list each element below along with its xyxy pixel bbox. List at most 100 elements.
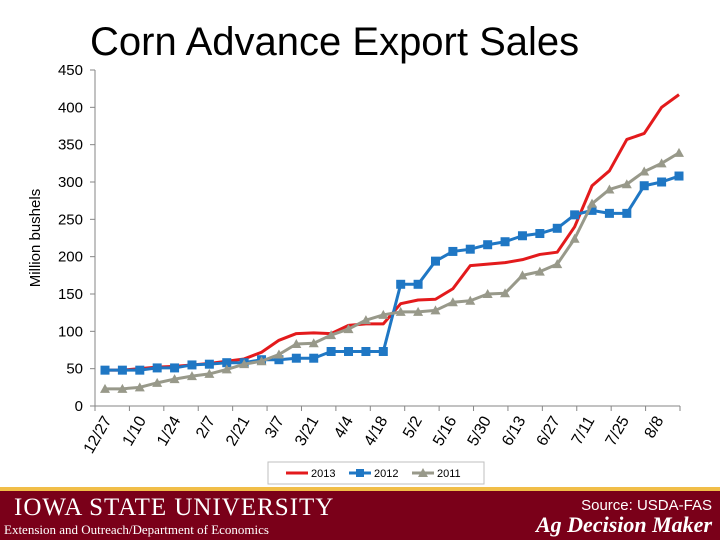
x-tick-label: 3/21 [292, 413, 322, 449]
x-tick-label: 6/13 [499, 413, 529, 449]
data-point [326, 346, 336, 356]
data-point [221, 364, 232, 374]
footer-bar [0, 487, 720, 540]
data-point [465, 244, 475, 254]
x-tick-label: 5/30 [465, 413, 495, 449]
x-tick-label: 7/25 [603, 413, 633, 449]
legend-box [267, 461, 485, 485]
data-point [170, 363, 180, 373]
data-point [621, 179, 632, 189]
data-point [291, 339, 302, 349]
x-tick-label: 1/24 [154, 413, 184, 449]
y-tick-label: 150 [58, 286, 83, 303]
data-point [674, 147, 684, 157]
data-point [413, 306, 424, 316]
legend-label-2011: 2011 [437, 468, 461, 480]
data-point [291, 353, 301, 363]
x-tick-label: 8/8 [642, 413, 668, 441]
x-tick-label: 12/27 [81, 413, 116, 456]
line-chart: Million bushels 0 50 100 150 200 250 300 350 400… [27, 62, 684, 485]
data-point [500, 237, 510, 247]
data-point [152, 363, 162, 373]
data-point [134, 382, 145, 392]
data-point [657, 177, 667, 187]
data-point [587, 198, 598, 208]
data-point [152, 377, 163, 387]
x-tick-label: 4/4 [331, 413, 357, 441]
data-point [656, 158, 667, 168]
data-point [378, 346, 388, 356]
data-point [465, 295, 476, 305]
data-point [517, 231, 527, 241]
series-2012 [100, 171, 684, 375]
series-layer [100, 93, 684, 393]
x-tick-label: 1/10 [120, 413, 150, 449]
y-tick-label: 50 [66, 361, 83, 378]
chart-title: Corn Advance Export Sales [90, 20, 580, 64]
legend-marker [418, 468, 428, 477]
data-point [117, 365, 127, 375]
data-point [604, 208, 614, 218]
series-2013 [105, 93, 680, 372]
x-tick-label: 5/16 [430, 413, 460, 449]
data-point [239, 359, 250, 369]
data-point [483, 240, 493, 250]
data-point [482, 289, 493, 298]
data-point [343, 324, 354, 334]
data-point [395, 306, 406, 316]
data-point [413, 279, 423, 289]
series-line-2013 [105, 93, 680, 372]
y-tick-label: 250 [58, 211, 83, 228]
x-tick-label: 7/11 [569, 413, 599, 448]
data-point [604, 184, 615, 194]
department-name: Extension and Outreach/Department of Eco… [4, 522, 269, 537]
x-tick-label: 2/7 [193, 413, 219, 441]
data-point [396, 279, 406, 289]
y-tick-label: 400 [58, 99, 83, 116]
data-point [186, 371, 197, 381]
data-point [274, 355, 284, 365]
data-point [587, 205, 597, 215]
data-point [552, 223, 562, 233]
data-point [187, 360, 197, 370]
series-line-2011 [105, 151, 680, 391]
x-tick-label: 5/2 [400, 413, 426, 441]
data-point [674, 171, 684, 181]
data-point [639, 166, 650, 176]
data-point [256, 356, 267, 366]
axes: 0 50 100 150 200 250 300 350 400 450 12/27 1/10 1/24… [58, 62, 681, 457]
legend-label-2012: 2012 [374, 468, 398, 480]
y-tick-label: 300 [58, 174, 83, 191]
legend: 2013 2012 2011 [267, 461, 485, 485]
y-tick-label: 0 [75, 398, 83, 415]
data-point [100, 383, 110, 393]
data-point [360, 315, 371, 325]
legend-marker [356, 469, 364, 477]
data-point [534, 266, 545, 276]
series-line-2012 [105, 174, 680, 372]
x-tick-label: 4/18 [361, 413, 391, 449]
y-tick-label: 350 [58, 137, 83, 154]
data-point [273, 349, 284, 359]
x-tick-label: 3/7 [262, 413, 288, 441]
data-point [447, 297, 458, 307]
university-wordmark: IOWA STATE UNIVERSITY [14, 494, 335, 521]
data-point [169, 374, 180, 384]
data-point [622, 208, 632, 218]
data-point [639, 181, 649, 191]
data-point [222, 358, 232, 368]
data-point [378, 309, 389, 319]
data-point [204, 359, 214, 369]
data-point [204, 368, 215, 378]
data-point [308, 338, 319, 348]
data-point [500, 288, 511, 298]
data-point [326, 330, 337, 340]
series-2011 [100, 147, 684, 393]
data-point [517, 270, 528, 280]
data-point [117, 383, 128, 393]
y-tick-label: 100 [58, 323, 83, 340]
data-point [430, 305, 441, 315]
data-point [448, 246, 458, 256]
data-point [535, 229, 545, 239]
data-point [569, 233, 580, 243]
